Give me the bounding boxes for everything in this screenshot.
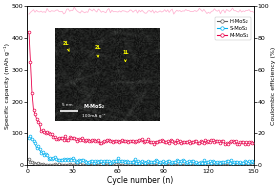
X-axis label: Cycle number (n): Cycle number (n): [108, 176, 174, 185]
Y-axis label: Specific capacity (mAh g⁻¹): Specific capacity (mAh g⁻¹): [4, 43, 10, 129]
Y-axis label: Coulombic efficiency (%): Coulombic efficiency (%): [271, 47, 276, 125]
Legend: H-MoS₂, S-MoS₂, M-MoS₂: H-MoS₂, S-MoS₂, M-MoS₂: [215, 17, 251, 40]
